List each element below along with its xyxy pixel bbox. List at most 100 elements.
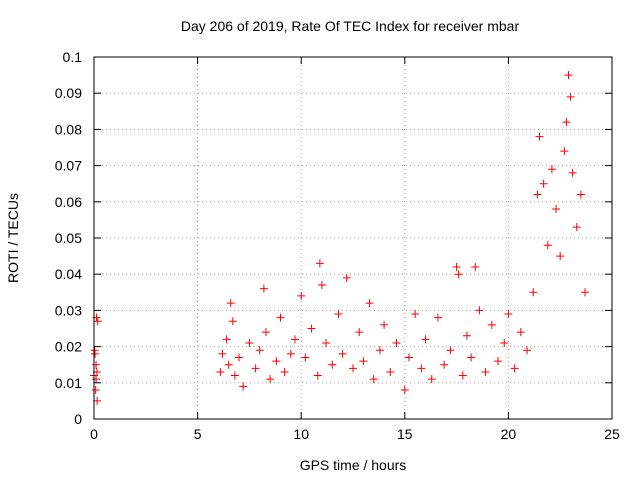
y-tick-label: 0.07 bbox=[55, 158, 82, 174]
data-point bbox=[404, 353, 413, 362]
x-tick-label: 5 bbox=[194, 426, 202, 442]
x-axis-label: GPS time / hours bbox=[300, 457, 407, 473]
data-point bbox=[322, 338, 331, 347]
data-point bbox=[261, 328, 270, 337]
data-point bbox=[494, 357, 503, 366]
data-point bbox=[380, 320, 389, 329]
data-point bbox=[239, 382, 248, 391]
data-point bbox=[251, 364, 260, 373]
x-tick-label: 0 bbox=[90, 426, 98, 442]
y-tick-label: 0.05 bbox=[55, 230, 82, 246]
data-point bbox=[365, 299, 374, 308]
data-point bbox=[255, 346, 264, 355]
data-point bbox=[272, 357, 281, 366]
data-point bbox=[91, 386, 100, 395]
y-tick-label: 0.04 bbox=[55, 266, 82, 282]
data-point bbox=[454, 270, 463, 279]
data-point bbox=[386, 367, 395, 376]
data-point bbox=[369, 375, 378, 384]
data-point bbox=[481, 367, 490, 376]
data-point bbox=[235, 353, 244, 362]
data-point bbox=[564, 71, 573, 80]
data-point bbox=[475, 306, 484, 315]
data-point bbox=[245, 338, 254, 347]
data-point bbox=[313, 371, 322, 380]
y-tick-label: 0.09 bbox=[55, 85, 82, 101]
data-point bbox=[462, 331, 471, 340]
y-tick-label: 0.06 bbox=[55, 194, 82, 210]
data-point bbox=[349, 364, 357, 373]
data-point bbox=[523, 346, 532, 355]
data-point bbox=[266, 375, 275, 384]
data-point bbox=[446, 346, 455, 355]
data-point bbox=[359, 357, 368, 366]
data-point bbox=[552, 205, 561, 214]
data-point bbox=[338, 349, 347, 358]
data-point bbox=[417, 364, 426, 373]
data-point bbox=[222, 335, 231, 344]
data-points bbox=[90, 71, 590, 405]
data-point bbox=[572, 223, 581, 232]
x-tick-label: 25 bbox=[604, 426, 620, 442]
data-point bbox=[228, 317, 237, 326]
data-point bbox=[400, 386, 409, 395]
data-point bbox=[543, 241, 552, 250]
y-tick-label: 0.08 bbox=[55, 121, 82, 137]
data-point bbox=[342, 273, 351, 282]
data-point bbox=[290, 335, 299, 344]
data-point bbox=[375, 346, 384, 355]
y-axis-label: ROTI / TECUs bbox=[5, 193, 21, 283]
y-tick-label: 0 bbox=[74, 411, 82, 427]
data-point bbox=[226, 299, 235, 308]
data-point bbox=[421, 335, 430, 344]
data-point bbox=[286, 349, 295, 358]
data-point bbox=[562, 118, 571, 127]
data-point bbox=[93, 317, 102, 326]
y-tick-label: 0.02 bbox=[55, 339, 82, 355]
data-point bbox=[471, 262, 480, 271]
data-point bbox=[535, 132, 544, 141]
data-point bbox=[581, 288, 590, 297]
data-point bbox=[216, 367, 225, 376]
data-point bbox=[276, 313, 285, 322]
x-tick-label: 15 bbox=[397, 426, 413, 442]
grid-lines bbox=[94, 57, 612, 419]
data-point bbox=[297, 291, 306, 300]
data-point bbox=[317, 281, 326, 290]
data-point bbox=[440, 360, 449, 369]
data-point bbox=[218, 349, 227, 358]
data-point bbox=[355, 328, 364, 337]
data-point bbox=[467, 353, 476, 362]
data-point bbox=[280, 367, 289, 376]
data-point bbox=[230, 371, 239, 380]
data-point bbox=[328, 360, 337, 369]
data-point bbox=[458, 371, 467, 380]
chart-title: Day 206 of 2019, Rate Of TEC Index for r… bbox=[181, 18, 520, 34]
data-point bbox=[259, 284, 268, 293]
data-point bbox=[90, 346, 99, 355]
data-point bbox=[539, 179, 548, 188]
data-point bbox=[533, 190, 542, 199]
x-tick-label: 20 bbox=[501, 426, 517, 442]
data-point bbox=[301, 353, 310, 362]
data-point bbox=[411, 310, 420, 319]
y-tick-label: 0.03 bbox=[55, 302, 82, 318]
data-point bbox=[334, 310, 343, 319]
data-point bbox=[566, 92, 575, 101]
data-point bbox=[556, 252, 565, 261]
data-point bbox=[487, 320, 496, 329]
x-tick-label: 10 bbox=[293, 426, 309, 442]
data-point bbox=[568, 168, 577, 177]
data-point bbox=[392, 338, 401, 347]
y-tick-label: 0.1 bbox=[63, 49, 83, 65]
data-point bbox=[576, 190, 585, 199]
data-point bbox=[560, 147, 569, 156]
data-point bbox=[315, 259, 324, 268]
data-point bbox=[433, 313, 442, 322]
data-point bbox=[224, 360, 233, 369]
data-point bbox=[427, 375, 436, 384]
data-point bbox=[307, 324, 316, 333]
data-point bbox=[510, 364, 519, 373]
data-point bbox=[547, 165, 556, 174]
